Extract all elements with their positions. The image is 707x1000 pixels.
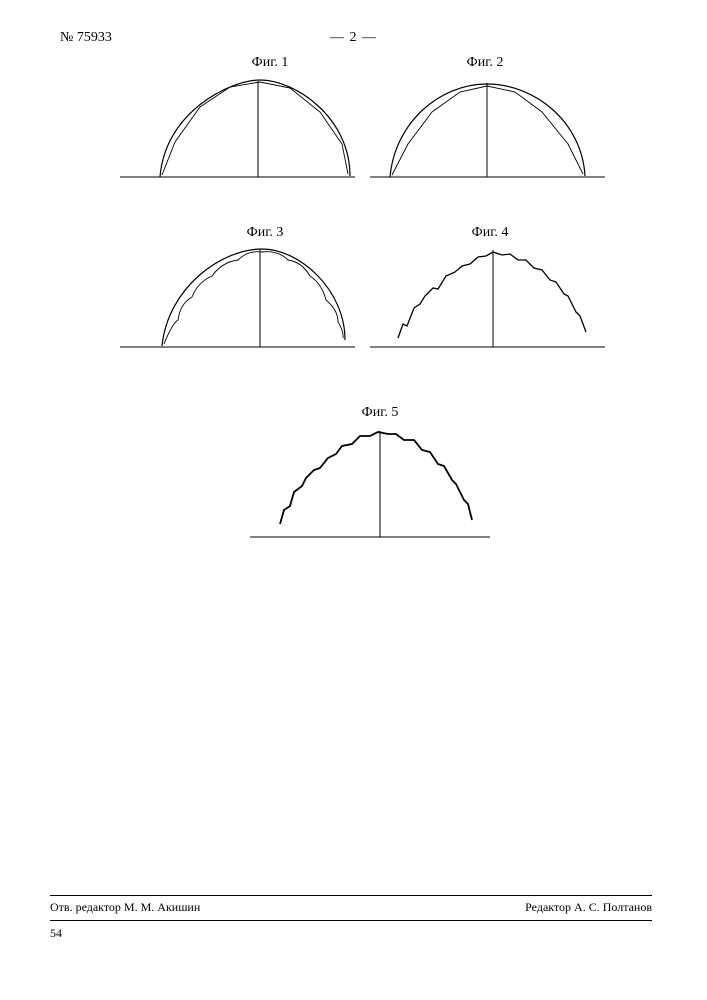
footer-left: Отв. редактор М. М. Акишин xyxy=(50,900,200,915)
fig5-dome xyxy=(250,422,490,552)
header-row: № 75933 — 2 — № 75933 xyxy=(60,30,647,46)
page-folio: 54 xyxy=(50,926,62,941)
fig4-label: Фиг. 4 xyxy=(472,225,509,241)
fig5-label: Фиг. 5 xyxy=(362,405,399,421)
page: № 75933 — 2 — № 75933 Фиг. 1 Фиг. 2 Фиг.… xyxy=(0,0,707,1000)
footer-row: Отв. редактор М. М. Акишин Редактор А. С… xyxy=(50,900,652,915)
fig2-dome xyxy=(370,72,605,192)
footer-rule-bottom xyxy=(50,920,652,921)
doc-number: № 75933 xyxy=(60,30,112,46)
fig3-label: Фиг. 3 xyxy=(247,225,284,241)
fig2-label: Фиг. 2 xyxy=(467,55,504,71)
footer-rule-top xyxy=(50,895,652,896)
fig1-dome xyxy=(120,72,355,192)
fig1-label: Фиг. 1 xyxy=(252,55,289,71)
fig4-dome xyxy=(370,242,605,362)
fig3-dome xyxy=(120,242,355,362)
footer-right: Редактор А. С. Полтанов xyxy=(525,900,652,915)
page-number: — 2 — xyxy=(330,30,377,46)
